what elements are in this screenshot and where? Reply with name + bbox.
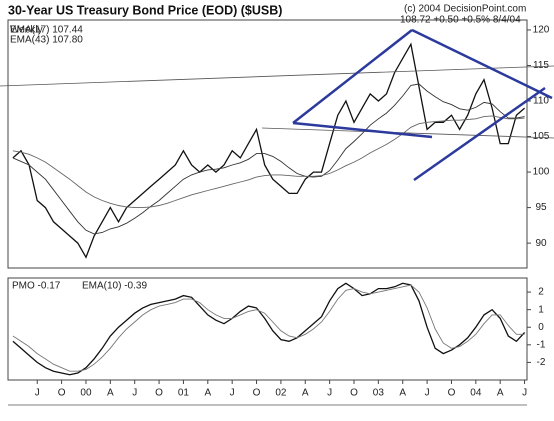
x-tick-label: O: [58, 388, 66, 399]
x-tick-label: A: [302, 388, 309, 399]
chart-title: 30-Year US Treasury Bond Price (EOD) ($U…: [8, 3, 282, 17]
trend-line: [261, 127, 554, 139]
legend-entry: EMA(10) -0.39: [82, 281, 147, 292]
price-panel: [7, 19, 528, 269]
series-line: [12, 42, 526, 259]
x-tick-label: 04: [470, 388, 482, 399]
trend-line: [292, 121, 433, 139]
x-tick-label: A: [107, 388, 114, 399]
y-tick-label: 1: [538, 304, 544, 315]
trend-line: [292, 29, 413, 124]
y-tick-label: 105: [533, 131, 550, 142]
y-tick-label: 0: [538, 322, 544, 333]
x-tick-label: J: [425, 388, 430, 399]
trend-line: [411, 28, 553, 100]
trend-line: [0, 65, 554, 87]
period-label: Weekly: [10, 25, 43, 36]
x-tick-label: 03: [373, 388, 385, 399]
y-tick-label: 100: [533, 167, 550, 178]
x-tick-label: J: [327, 388, 332, 399]
y-tick-label: 2: [538, 287, 544, 298]
series-line: [12, 284, 525, 372]
y-tick-label: 110: [533, 96, 549, 107]
x-tick-label: 02: [275, 388, 287, 399]
series-line: [12, 83, 525, 235]
x-tick-label: J: [230, 388, 235, 399]
quote: 108.72 +0.50 +0.5% 8/4/04: [400, 15, 521, 26]
y-tick-label: 120: [533, 25, 550, 36]
y-tick-label: 90: [535, 238, 547, 249]
x-tick-label: O: [155, 388, 163, 399]
series-line: [12, 282, 526, 376]
x-tick-label: J: [132, 388, 137, 399]
y-tick-label: 95: [535, 202, 547, 213]
legend-entry: PMO -0.17: [12, 281, 61, 292]
pmo-panel: [7, 277, 528, 381]
x-tick-label: A: [204, 388, 211, 399]
x-tick-label: A: [399, 388, 406, 399]
copyright: (c) 2004 DecisionPoint.com: [404, 4, 526, 15]
x-tick-label: O: [253, 388, 261, 399]
x-tick-label: 00: [80, 388, 92, 399]
x-tick-label: J: [35, 388, 40, 399]
y-tick-label: -1: [537, 339, 546, 350]
series-line: [12, 115, 525, 209]
legend-entry: EMA(43) 107.80: [10, 35, 83, 46]
x-tick-label: O: [350, 388, 358, 399]
x-tick-label: 01: [178, 388, 190, 399]
legend-entry: EMA(17) 107.44: [10, 25, 83, 36]
x-tick-label: J: [522, 388, 527, 399]
x-tick-label: O: [448, 388, 456, 399]
trend-line: [413, 86, 546, 182]
y-tick-label: 115: [533, 60, 549, 71]
y-tick-label: -2: [537, 357, 546, 368]
x-tick-label: A: [497, 388, 504, 399]
